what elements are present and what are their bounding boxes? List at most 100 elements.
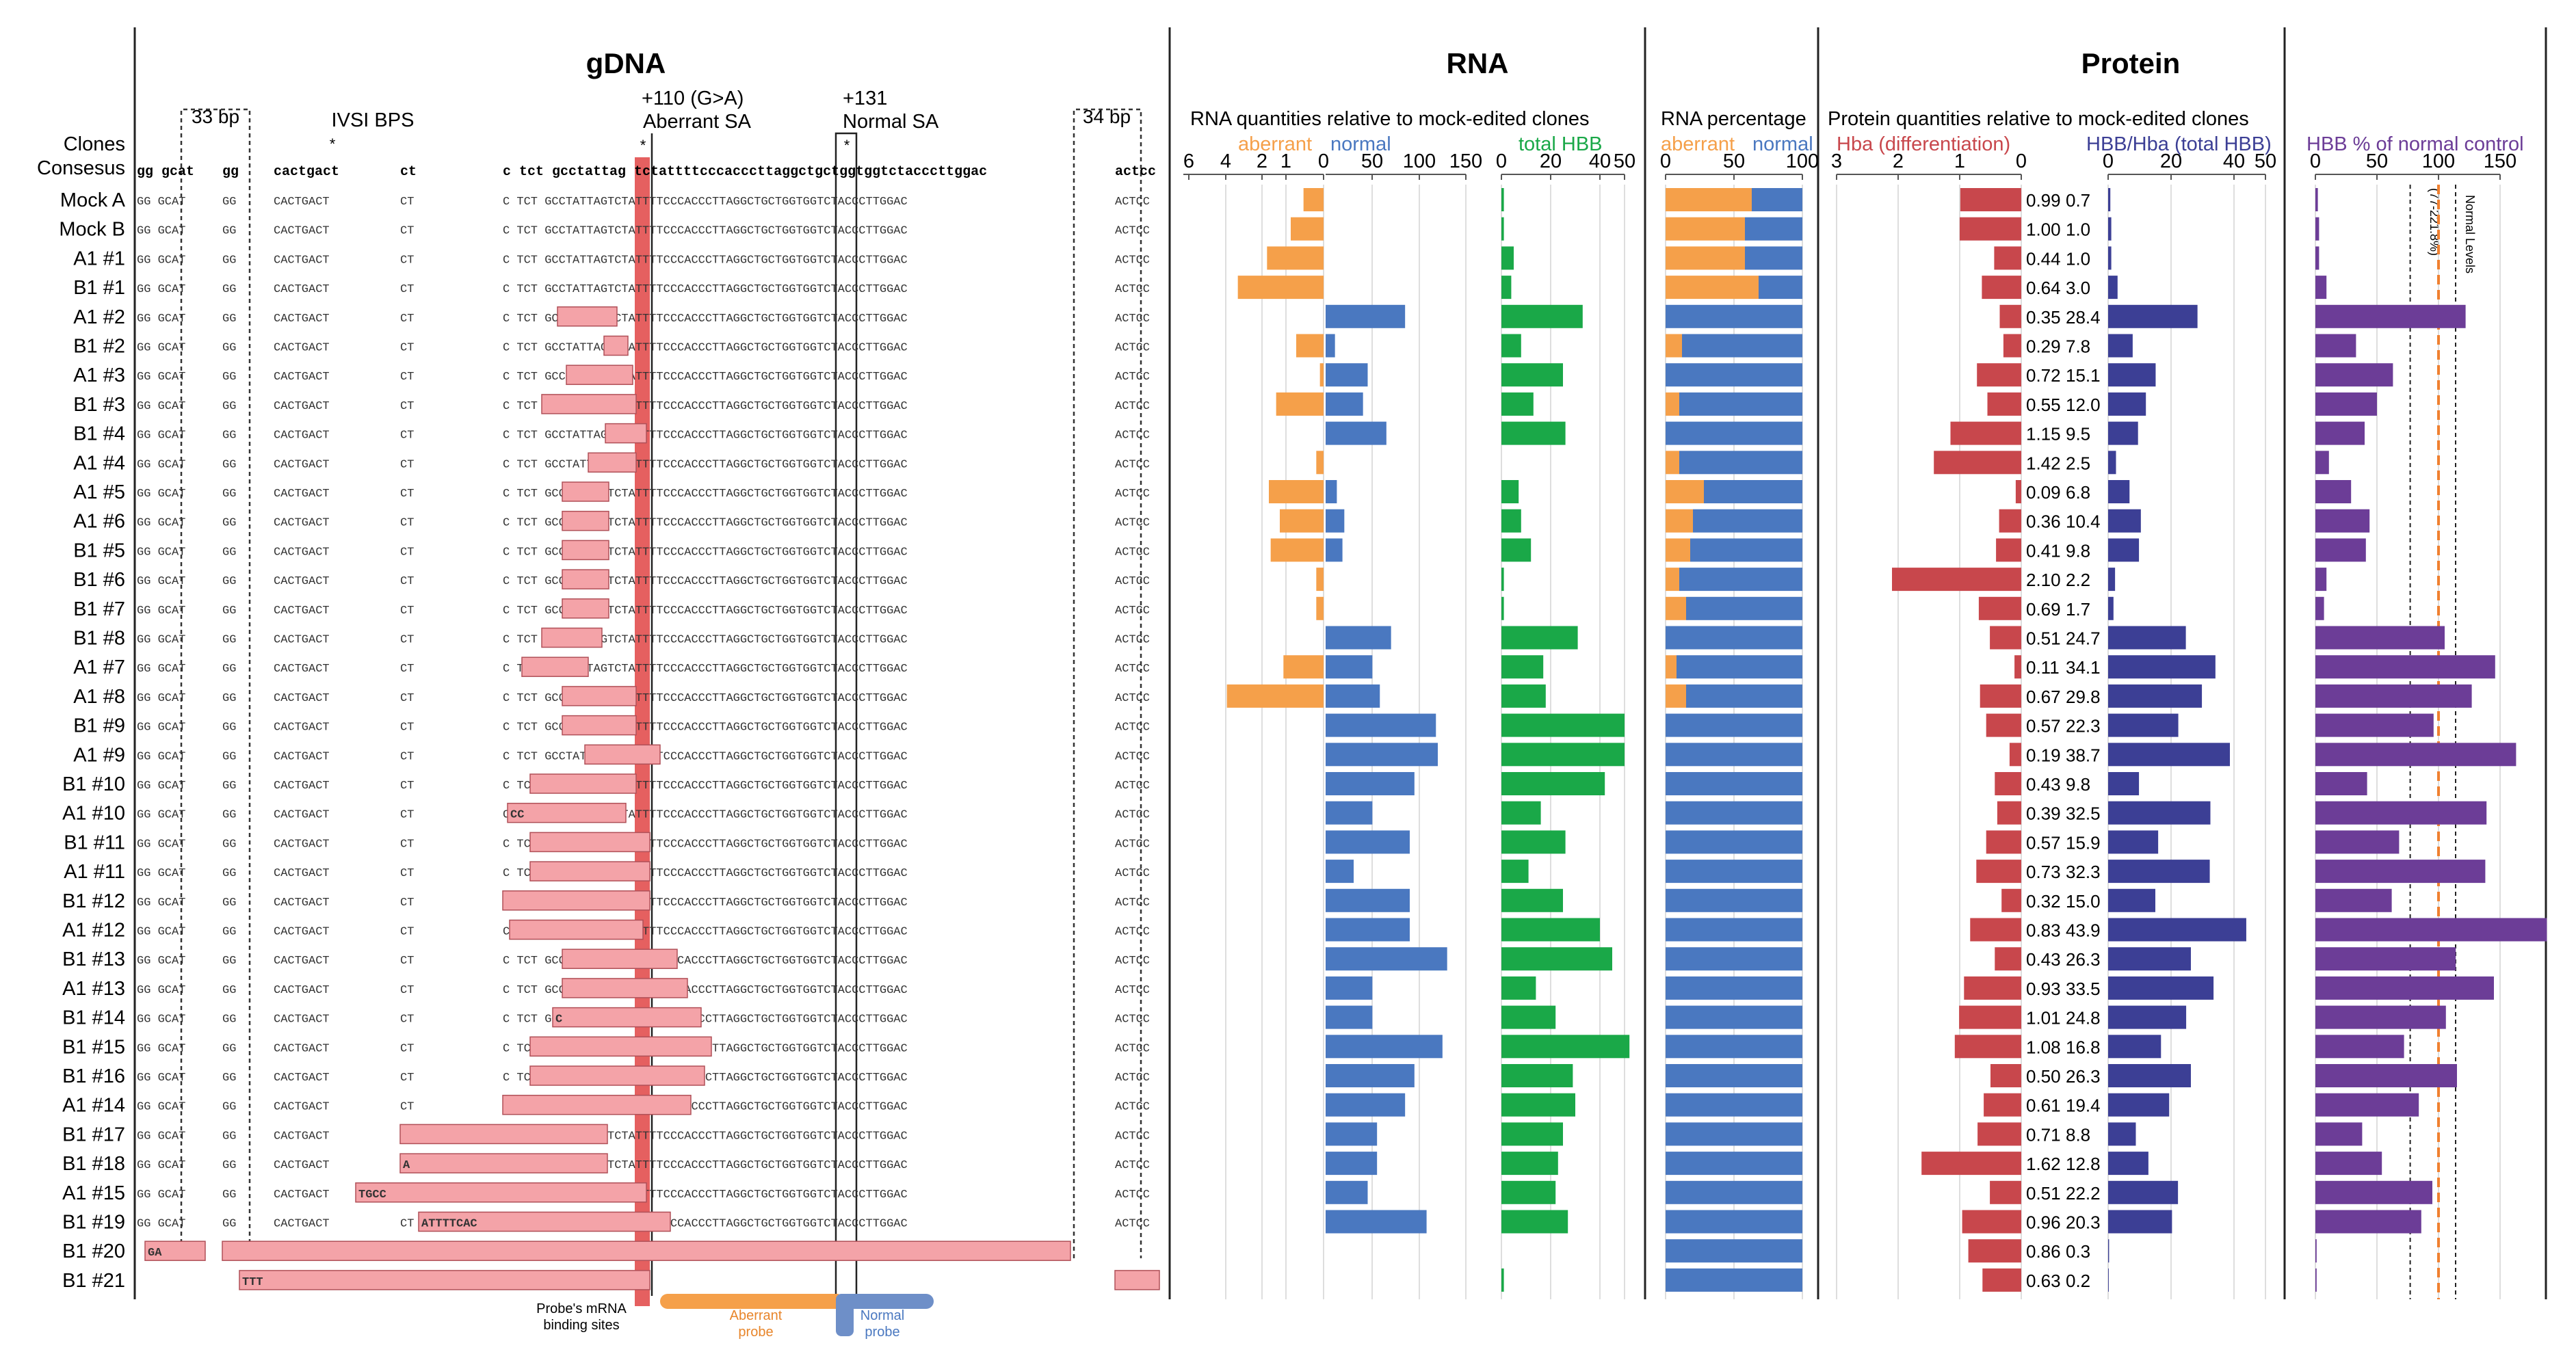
row-seq-0: GG GCAT <box>137 955 185 968</box>
row-seq-5: ACTCC <box>1115 254 1150 267</box>
rna-normal-bar-b1-4 <box>1326 421 1386 445</box>
hbb-hba-bar-a1-3 <box>2108 363 2156 387</box>
rna-total-bar-a1-8 <box>1501 684 1546 708</box>
hbb-hba-value-b1-14: 24.8 <box>2066 1008 2101 1028</box>
rna-normal-bar-b1-12 <box>1326 888 1410 912</box>
hba-tick-label: 0 <box>2016 150 2027 172</box>
deletion-span-a1-6 <box>562 510 609 531</box>
rna-aberrant-tick-label: 2 <box>1257 150 1267 172</box>
rna-pct-normal-bar-a1-2 <box>1666 304 1802 328</box>
rna-pct-normal-bar-a1-4 <box>1679 451 1802 475</box>
row-seq-4: C TCT GCCTATTAGTCTATTTTCCCACCCTTAGGCTGCT… <box>503 196 908 209</box>
clone-label-a1-12: A1 #12 <box>62 920 125 942</box>
row-seq-2: CACTGACT <box>274 838 330 851</box>
hba-bar-a1-3 <box>1977 363 2021 387</box>
rna-normal-bar-b1-14 <box>1326 1005 1373 1029</box>
row-seq-0: GG GCAT <box>137 750 185 763</box>
deletion-span-a1-8 <box>562 686 637 706</box>
rna-pct-tick-label: 50 <box>1723 150 1745 172</box>
row-seq-1: GG <box>222 926 236 939</box>
row-seq-1: GG <box>222 1042 236 1055</box>
rna-aberrant-bar-b1-1 <box>1237 276 1324 300</box>
hbb-hba-value-mock-b: 1.0 <box>2066 220 2090 240</box>
clone-label-b1-3: B1 #3 <box>73 394 125 416</box>
row-seq-2: CACTGACT <box>274 429 330 442</box>
row-seq-1: GG <box>222 750 236 763</box>
row-seq-5: ACTCC <box>1115 1013 1150 1026</box>
rna-normal-bar-b1-8 <box>1326 626 1391 650</box>
hba-bar-b1-8 <box>1990 626 2021 650</box>
hba-bar-b1-7 <box>1978 596 2021 620</box>
row-seq-0: GG GCAT <box>137 283 185 296</box>
deletion-span-a1-12 <box>509 919 644 940</box>
hba-tick-label: 1 <box>1954 150 1965 172</box>
rna-pct-normal-bar-b1-1 <box>1759 276 1802 300</box>
hbb-hba-bar-b1-11 <box>2108 830 2159 854</box>
rna-normal-bar-b1-16 <box>1326 1064 1415 1087</box>
hbb-pct-bar-b1-20 <box>2315 1239 2317 1263</box>
hba-value-b1-9: 0.57 <box>2026 716 2061 736</box>
rna-normal-bar-b1-9 <box>1326 713 1436 737</box>
row-seq-1: GG <box>222 1189 236 1202</box>
row-seq-2: CACTGACT <box>274 371 330 384</box>
deletion-span-b1-14 <box>552 1007 702 1028</box>
hba-bar-a1-2 <box>1999 304 2021 328</box>
rna-normal-bar-a1-3 <box>1326 363 1368 387</box>
rna-pct-aberrant-bar-mock-b <box>1666 217 1745 241</box>
hbb-pct-bar-b1-21 <box>2315 1268 2317 1292</box>
insertion-label-b1-21: TTT <box>242 1276 263 1289</box>
normal-probe-stem <box>836 1294 854 1336</box>
rna-total-bar-b1-2 <box>1501 334 1521 358</box>
clone-label-a1-14: A1 #14 <box>62 1095 125 1117</box>
hba-value-a1-6: 0.36 <box>2026 512 2061 532</box>
hbb-hba-label: HBB/Hba (total HBB) <box>2086 133 2272 155</box>
row-seq-1: GG <box>222 605 236 618</box>
rna-pct-normal-bar-b1-3 <box>1679 392 1802 416</box>
rna-normal-bar-b1-2 <box>1326 334 1335 358</box>
deletion-span-a1-13 <box>562 978 688 998</box>
deletion-span-b1-7 <box>562 598 609 619</box>
rna-pct-normal-bar-a1-13 <box>1666 976 1802 1000</box>
hbb-hba-value-b1-12: 15.0 <box>2066 891 2101 912</box>
rna-normal-bar-b1-18 <box>1326 1152 1378 1176</box>
row-seq-5: ACTCC <box>1115 692 1150 705</box>
row-seq-4: C TCT GCCTATTAGTCTATTTTCCCACCCTTAGGCTGCT… <box>503 225 908 238</box>
hbb-pct-bar-b1-14 <box>2315 1005 2446 1029</box>
deletion-span-b1-15 <box>529 1036 712 1057</box>
hbb-hba-bar-b1-9 <box>2108 713 2179 737</box>
hba-bar-b1-16 <box>1990 1064 2021 1087</box>
rna-total-bar-b1-6 <box>1501 568 1504 592</box>
rna-total-label: total HBB <box>1519 133 1603 155</box>
clone-label-b1-8: B1 #8 <box>73 628 125 650</box>
hbb-hba-value-b1-1: 3.0 <box>2066 278 2090 298</box>
row-seq-3: CT <box>400 575 414 588</box>
row-seq-2: CACTGACT <box>274 546 330 559</box>
hbb-hba-value-a1-5: 6.8 <box>2066 482 2090 503</box>
rna-normal-bar-a1-14 <box>1326 1093 1406 1117</box>
rna-total-bar-b1-9 <box>1501 713 1625 737</box>
hba-value-b1-20: 0.86 <box>2026 1241 2061 1262</box>
hbb-hba-value-b1-11: 15.9 <box>2066 832 2101 853</box>
deletion-span-b1-20 <box>222 1240 1071 1261</box>
clone-label-b1-4: B1 #4 <box>73 423 125 445</box>
hbb-hba-bar-b1-21 <box>2108 1268 2109 1292</box>
row-seq-5: ACTCC <box>1115 780 1150 793</box>
row-seq-0: GG GCAT <box>137 1159 185 1172</box>
row-seq-3: CT <box>400 1072 414 1085</box>
deletion-span-a1-10 <box>507 802 627 823</box>
hbb-hba-value-b1-10: 9.8 <box>2066 774 2090 795</box>
hba-bar-b1-11 <box>1986 830 2021 854</box>
hbb-hba-value-b1-17: 8.8 <box>2066 1124 2090 1145</box>
row-seq-5: ACTCC <box>1115 809 1150 822</box>
consensus-seq-2: cactgact <box>274 164 339 180</box>
hbb-hba-bar-a1-8 <box>2108 684 2203 708</box>
deletion-span-a1-3 <box>566 364 633 385</box>
panel-structure <box>133 27 2547 1299</box>
hbb-hba-bar-a1-5 <box>2108 480 2130 503</box>
rna-total-bar-b1-17 <box>1501 1122 1563 1146</box>
row-seq-0: GG GCAT <box>137 1072 185 1085</box>
row-seq-1: GG <box>222 692 236 705</box>
deletion-span-b1-8 <box>541 627 603 648</box>
row-seq-2: CACTGACT <box>274 634 330 647</box>
clone-label-b1-13: B1 #13 <box>62 948 125 970</box>
